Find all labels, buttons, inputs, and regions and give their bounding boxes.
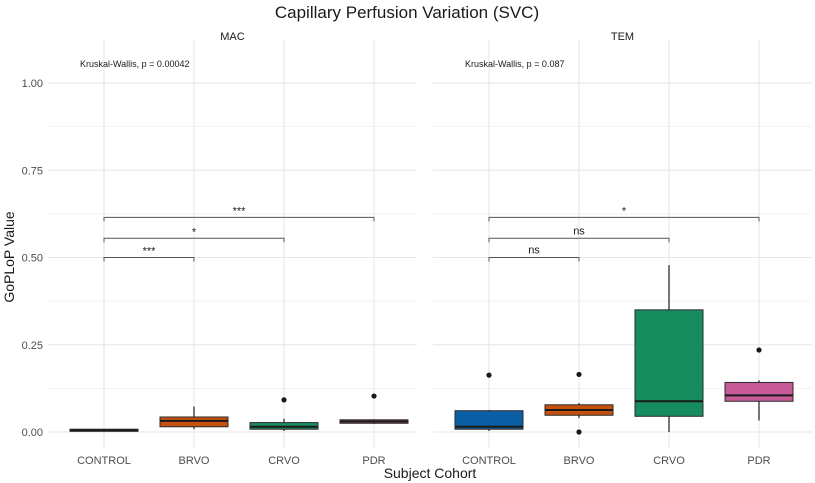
outlier-point <box>756 347 762 353</box>
x-tick-label: PDR <box>747 455 770 467</box>
outlier-point <box>281 397 287 403</box>
panel-tem: CONTROL BRVO CRVO PDR TEM Kruskal-Wallis, p =… <box>433 31 812 467</box>
x-tick-label: CRVO <box>268 455 300 467</box>
significance-label: *** <box>233 205 247 217</box>
box-pdr <box>339 393 409 424</box>
box-iqr <box>724 381 794 402</box>
comparison-bracket: * <box>488 205 760 222</box>
box-iqr <box>454 410 524 430</box>
outlier-point <box>576 429 582 435</box>
facet-label: TEM <box>611 31 634 43</box>
bracket-line <box>103 237 285 243</box>
comparison-bracket: *** <box>103 205 375 222</box>
bracket-line <box>488 237 670 243</box>
bracket-line <box>103 216 375 222</box>
panel-mac: CONTROL BRVO CRVO PDR MAC Kruskal-Wallis, p =… <box>48 31 417 467</box>
box-crvo <box>249 397 319 431</box>
outlier-point <box>371 393 377 399</box>
x-tick-label: CONTROL <box>462 455 516 467</box>
facet-label: MAC <box>220 31 245 43</box>
box-iqr <box>634 309 704 417</box>
significance-label: * <box>622 205 627 217</box>
comparison-bracket: ns <box>488 225 670 243</box>
comparison-bracket: *** <box>103 246 195 262</box>
chart-title: Capillary Perfusion Variation (SVC) <box>275 3 539 22</box>
bracket-line <box>488 257 580 262</box>
y-tick-label: 0.75 <box>22 165 43 177</box>
outlier-point <box>576 371 582 378</box>
outlier-point <box>486 372 492 378</box>
x-tick-label: CONTROL <box>77 455 131 467</box>
significance-label: ns <box>573 225 585 237</box>
test-annotation: Kruskal-Wallis, p = 0.087 <box>465 59 564 69</box>
box-pdr <box>724 347 794 421</box>
x-tick-label: PDR <box>362 455 385 467</box>
box-iqr <box>159 416 229 428</box>
test-annotation: Kruskal-Wallis, p = 0.00042 <box>80 59 189 69</box>
comparison-bracket: ns <box>488 245 580 262</box>
significance-label: *** <box>143 246 157 258</box>
bracket-line <box>488 216 760 222</box>
y-tick-label: 0.50 <box>22 253 43 265</box>
significance-label: * <box>192 226 197 238</box>
panels: CONTROL BRVO CRVO PDR MAC Kruskal-Wallis, p =… <box>48 31 812 467</box>
box-brvo <box>159 406 229 430</box>
box-crvo <box>634 265 704 432</box>
box-control <box>454 372 524 431</box>
box-control <box>69 428 139 432</box>
x-tick-label: BRVO <box>179 455 210 467</box>
box-brvo <box>544 371 614 435</box>
y-tick-label: 1.00 <box>22 78 43 90</box>
y-tick-label: 0.25 <box>22 340 43 352</box>
x-tick-label: CRVO <box>653 455 685 467</box>
y-axis-title: GoPLoP Value <box>1 211 17 303</box>
comparison-bracket: * <box>103 226 285 243</box>
bracket-line <box>103 257 195 262</box>
x-tick-label: BRVO <box>564 455 595 467</box>
y-tick-label: 0.00 <box>22 427 43 439</box>
x-axis-title: Subject Cohort <box>384 465 477 481</box>
significance-label: ns <box>528 245 540 257</box>
y-axis: 0.00 0.25 0.50 0.75 1.00 <box>22 78 43 439</box>
